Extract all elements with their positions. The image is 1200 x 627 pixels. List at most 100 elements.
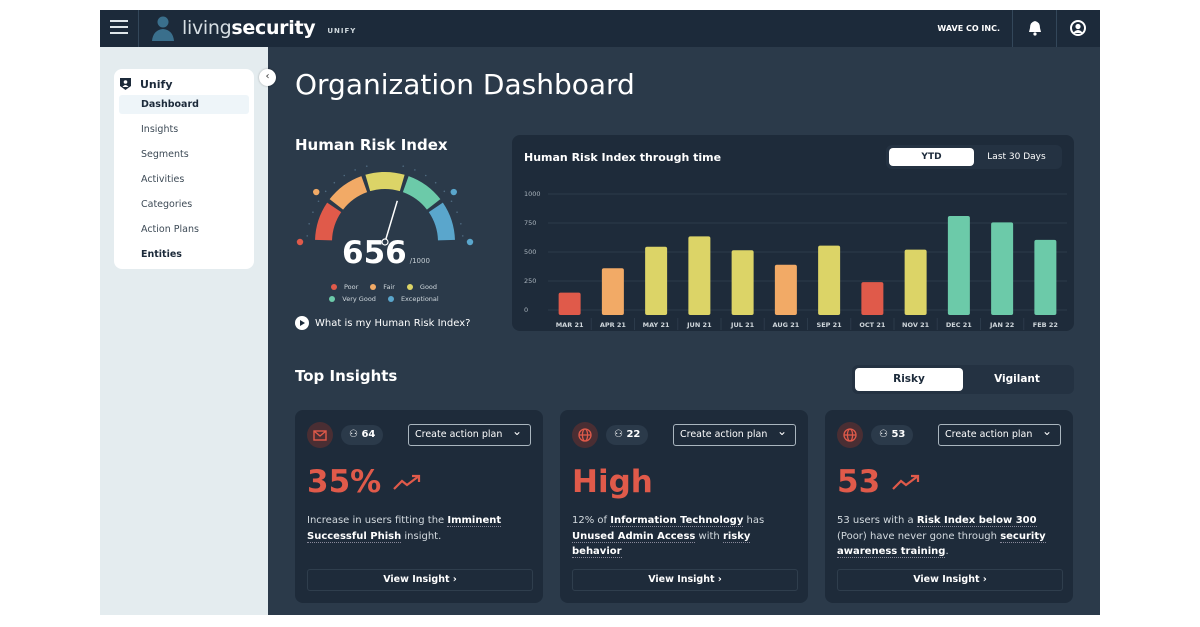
- insight-link-term[interactable]: Imminent Successful Phish: [307, 515, 502, 543]
- view-insight-button[interactable]: View Insight ›: [307, 569, 533, 591]
- bar-jul-21[interactable]: [731, 250, 754, 315]
- tab-ytd[interactable]: YTD: [889, 148, 974, 166]
- x-tick-label: DEC 21: [946, 321, 972, 329]
- user-count: 22: [626, 429, 641, 440]
- insight-text: 53 users with a: [837, 515, 917, 526]
- create-action-plan-dropdown[interactable]: Create action plan: [408, 421, 531, 446]
- sidebar-item-action-plans[interactable]: Action Plans: [141, 224, 199, 235]
- bar-oct-21[interactable]: [861, 282, 884, 315]
- hamburger-menu-icon[interactable]: [110, 20, 128, 36]
- x-tick-label: JAN 22: [989, 321, 1014, 329]
- gauge-legend-row-1: Poor Fair Good: [286, 283, 486, 291]
- insight-link-term[interactable]: Information Technology: [610, 515, 744, 527]
- nav-section-label: Unify: [140, 77, 173, 91]
- play-icon: [295, 316, 309, 330]
- what-is-hri-link[interactable]: What is my Human Risk Index?: [295, 316, 470, 330]
- bar-jan-22[interactable]: [991, 222, 1014, 315]
- score-max: /1000: [409, 257, 430, 265]
- chart-range-toggle: YTD Last 30 Days: [886, 145, 1062, 169]
- bar-nov-21[interactable]: [904, 249, 927, 315]
- nav-section-unify: Unify: [119, 75, 249, 95]
- gauge-segment: [315, 202, 342, 241]
- x-tick-label: OCT 21: [859, 321, 886, 329]
- insights-title: Top Insights: [295, 367, 398, 385]
- insight-text: .: [945, 546, 949, 557]
- insight-link-term[interactable]: Risk Index below 300: [916, 515, 1037, 527]
- sidebar-item-activities[interactable]: Activities: [141, 174, 185, 185]
- legend-dot: [406, 284, 413, 290]
- y-tick-label: 750: [524, 219, 536, 227]
- hri-help-label: What is my Human Risk Index?: [315, 317, 471, 329]
- legend-item: Good: [406, 283, 441, 291]
- sidebar-item-segments[interactable]: Segments: [141, 149, 189, 160]
- bar-dec-21[interactable]: [947, 216, 970, 315]
- legend-label: Good: [419, 283, 438, 291]
- score-value: 656: [342, 235, 407, 271]
- tab-last-30-days[interactable]: Last 30 Days: [987, 152, 1046, 162]
- view-insight-button[interactable]: View Insight ›: [572, 569, 798, 591]
- chevron-right-icon: ›: [452, 574, 457, 585]
- brand-light: living: [182, 17, 232, 39]
- legend-dot: [330, 284, 337, 290]
- product-name: UNIFY: [327, 27, 357, 35]
- bar-feb-22[interactable]: [1034, 239, 1057, 315]
- bar-may-21[interactable]: [645, 246, 668, 315]
- gauge-segment: [428, 202, 455, 241]
- tab-vigilant[interactable]: Vigilant: [994, 373, 1040, 385]
- sidebar-item-insights[interactable]: Insights: [141, 124, 179, 135]
- sidebar-item-entities[interactable]: Entities: [141, 249, 182, 260]
- insight-text: has: [743, 515, 765, 526]
- legend-dot: [329, 296, 336, 302]
- bar-mar-21[interactable]: [558, 292, 581, 315]
- x-tick-label: FEB 22: [1033, 321, 1058, 329]
- insight-description: 53 users with a Risk Index below 300 (Po…: [837, 513, 1062, 560]
- user-avatar-icon[interactable]: [1069, 19, 1087, 37]
- user-count: 53: [891, 429, 906, 440]
- insight-description: 12% of Information Technology has Unused…: [572, 513, 797, 560]
- x-tick-label: MAR 21: [556, 321, 584, 329]
- legend-label: Very Good: [342, 295, 376, 303]
- x-tick-label: NOV 21: [902, 321, 930, 329]
- bar-aug-21[interactable]: [774, 264, 797, 315]
- sidebar-item-categories[interactable]: Categories: [141, 199, 193, 210]
- view-insight-button[interactable]: View Insight ›: [837, 569, 1063, 591]
- insight-headline-value: 35%: [307, 464, 382, 500]
- mail-icon: [307, 422, 333, 448]
- user-count: 64: [361, 429, 376, 440]
- insight-description: Increase in users fitting the Imminent S…: [307, 513, 532, 544]
- gauge-marker-dot: [450, 188, 457, 196]
- y-tick-label: 500: [524, 248, 536, 256]
- create-action-plan-dropdown[interactable]: Create action plan: [673, 421, 796, 446]
- hri-chart-card: Human Risk Index through time YTD Last 3…: [512, 135, 1074, 331]
- collapse-sidebar-chevron-icon[interactable]: ‹: [259, 69, 276, 86]
- insight-link-term[interactable]: security awareness training: [837, 530, 1046, 558]
- hri-title: Human Risk Index: [295, 136, 448, 154]
- x-tick-label: JUL 21: [730, 321, 755, 329]
- legend-item: Exceptional: [387, 295, 443, 303]
- bell-icon[interactable]: [1026, 19, 1044, 37]
- x-tick-label: JUN 21: [686, 321, 712, 329]
- insight-link-term[interactable]: Unused Admin Access: [572, 530, 696, 543]
- bar-sep-21[interactable]: [818, 245, 841, 315]
- sidebar-item-dashboard[interactable]: Dashboard: [119, 95, 249, 114]
- legend-item: Very Good: [329, 295, 380, 303]
- gauge-segment: [365, 172, 405, 192]
- x-tick-label: AUG 21: [772, 321, 799, 329]
- legend-item: Poor: [330, 283, 362, 291]
- gauge-legend-row-2: Very Good Exceptional: [286, 295, 486, 303]
- y-tick-label: 1000: [524, 190, 541, 198]
- legend-dot: [387, 296, 394, 302]
- logo[interactable]: livingsecurity UNIFY: [150, 15, 356, 41]
- tab-risky[interactable]: Risky: [855, 368, 963, 391]
- bar-apr-21[interactable]: [601, 268, 624, 315]
- org-name[interactable]: WAVE CO INC.: [937, 24, 1000, 33]
- bar-jun-21[interactable]: [688, 236, 711, 315]
- x-tick-label: APR 21: [600, 321, 627, 329]
- gauge-marker-dot: [296, 238, 304, 246]
- insights-toggle: Risky Vigilant: [852, 365, 1074, 394]
- insight-text: with: [695, 530, 723, 542]
- sidebar: Unify Dashboard Insights Segments Activi…: [100, 47, 268, 615]
- insight-link-term[interactable]: risky behavior: [572, 530, 751, 558]
- create-action-plan-dropdown[interactable]: Create action plan: [938, 421, 1061, 446]
- gauge-marker-dot: [466, 238, 474, 246]
